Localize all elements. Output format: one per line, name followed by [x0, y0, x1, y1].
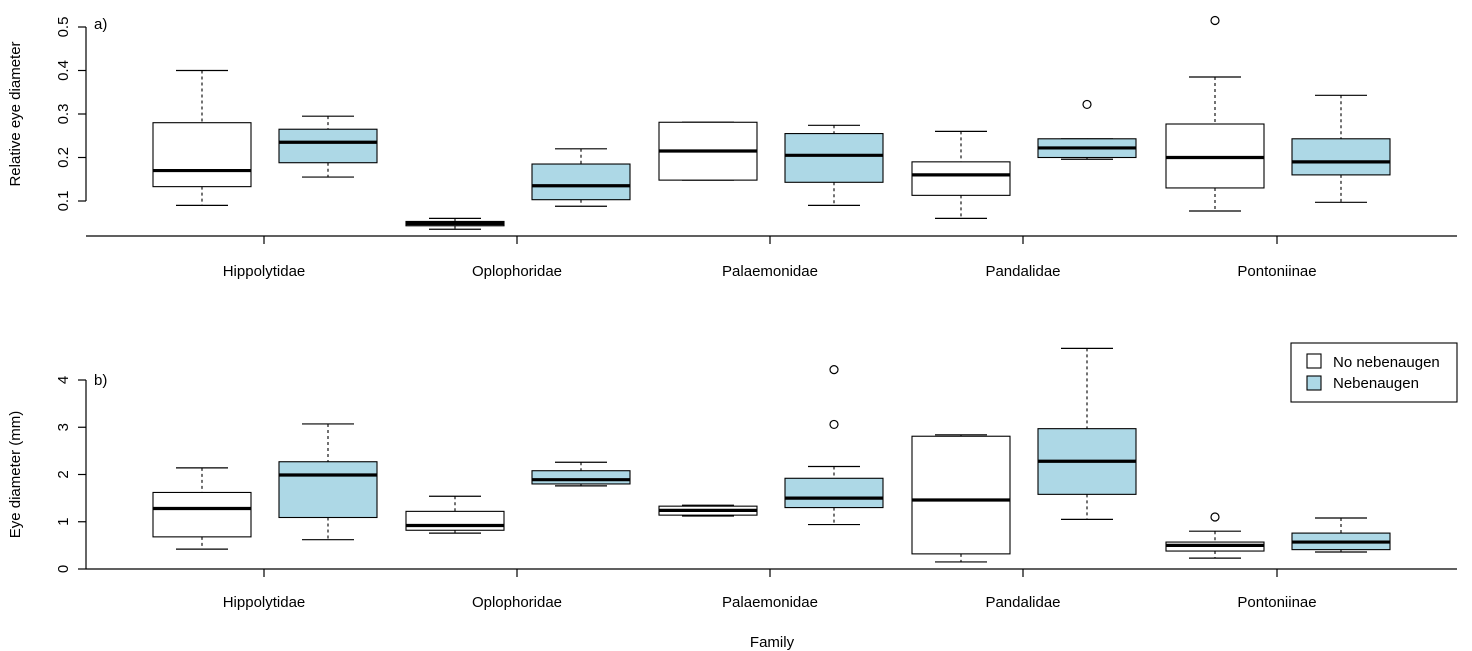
boxplot [1291, 94, 1391, 203]
boxplot [1165, 15, 1265, 212]
outlier-point [1082, 99, 1092, 110]
iqr-box [152, 491, 252, 538]
iqr-box [152, 122, 252, 188]
x-tick-label: Palaemonidae [722, 263, 818, 280]
boxplot [531, 148, 631, 207]
iqr-box [1291, 138, 1391, 176]
boxplot [911, 130, 1011, 219]
legend-label-nebenaugen: Nebenaugen [1333, 375, 1419, 392]
y-tick-label: 4 [55, 376, 72, 384]
boxplot [405, 217, 505, 230]
y-axis-title: Eye diameter (mm) [7, 411, 24, 539]
outlier-point [1210, 512, 1220, 522]
x-tick-label: Oplophoridae [472, 263, 562, 280]
boxplot [1037, 99, 1137, 160]
iqr-box [911, 435, 1011, 555]
boxplot [911, 434, 1011, 563]
panel-b-eye-diameter: 0 1 2 3 4 Hippolytidae Oplophoridae Palaemonida… [7, 347, 1457, 611]
iqr-box [405, 510, 505, 531]
panel-label: b) [94, 372, 107, 389]
iqr-box [278, 461, 378, 519]
outlier-point [829, 419, 839, 430]
boxplot [1291, 517, 1391, 553]
boxplot [784, 365, 884, 526]
x-tick-label: Hippolytidae [223, 263, 306, 280]
legend-label-no-nebenaugen: No nebenaugen [1333, 354, 1440, 371]
boxplot [658, 121, 758, 181]
y-tick-label: 0.2 [55, 147, 72, 168]
iqr-box [911, 161, 1011, 196]
boxplot [1037, 347, 1137, 520]
y-axis-title: Relative eye diameter [7, 41, 24, 186]
legend: No nebenaugen Nebenaugen [1290, 342, 1458, 403]
x-tick-label: Pandalidae [985, 263, 1060, 280]
iqr-box [278, 128, 378, 164]
y-tick-label: 0.4 [55, 60, 72, 81]
boxplot [152, 467, 252, 550]
x-tick-label: Pandalidae [985, 594, 1060, 611]
panel-label: a) [94, 16, 107, 33]
y-tick-label: 0 [55, 565, 72, 573]
boxplot [658, 504, 758, 517]
legend-swatch-nebenaugen [1306, 375, 1322, 391]
boxplot [278, 423, 378, 541]
legend-swatch-no-nebenaugen [1306, 353, 1322, 369]
boxplot [405, 495, 505, 534]
y-tick-label: 2 [55, 470, 72, 478]
iqr-box [784, 133, 884, 183]
boxplot [1165, 512, 1265, 559]
outlier-point [1210, 15, 1220, 26]
outlier-point [829, 365, 839, 375]
boxplot [531, 461, 631, 487]
x-tick-label: Palaemonidae [722, 594, 818, 611]
boxplot [278, 115, 378, 178]
panel-a-relative-eye-diameter: 0.1 0.2 0.3 0.4 0.5 Hippolytidae Oplophoridae P… [7, 15, 1457, 280]
x-tick-label: Oplophoridae [472, 594, 562, 611]
y-tick-label: 1 [55, 518, 72, 526]
x-axis-title: Family [750, 634, 795, 651]
x-tick-label: Hippolytidae [223, 594, 306, 611]
y-tick-label: 0.1 [55, 191, 72, 212]
y-tick-label: 3 [55, 423, 72, 431]
iqr-box [531, 470, 631, 485]
boxplot [152, 69, 252, 206]
x-tick-label: Pontoniinae [1237, 594, 1316, 611]
boxplot [784, 124, 884, 206]
y-tick-label: 0.5 [55, 17, 72, 38]
iqr-box [784, 477, 884, 509]
x-tick-label: Pontoniinae [1237, 263, 1316, 280]
y-tick-label: 0.3 [55, 104, 72, 125]
legend-frame [1290, 342, 1458, 403]
iqr-box [531, 163, 631, 201]
